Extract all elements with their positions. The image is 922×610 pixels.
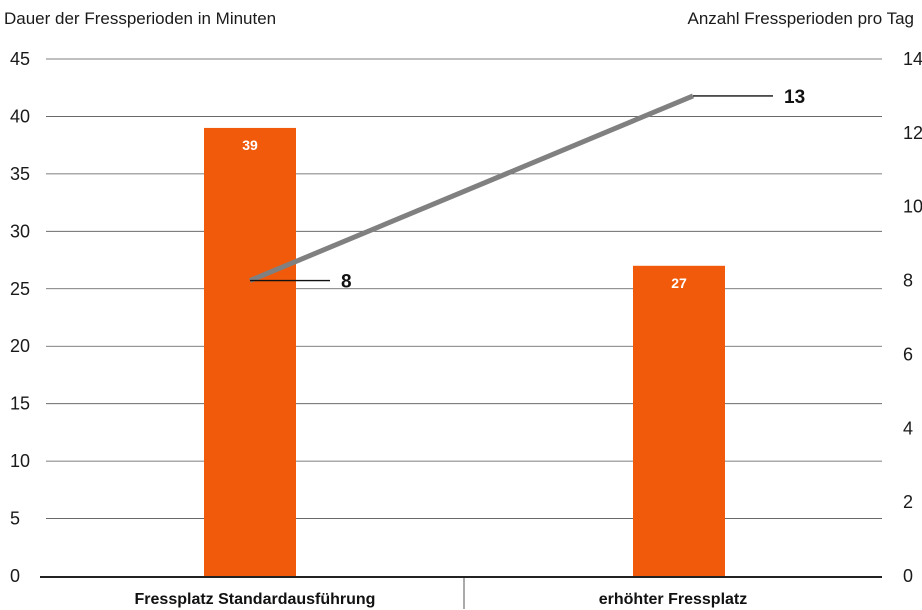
right-tick-label: 8 [903, 271, 913, 291]
left-tick-label: 5 [10, 509, 20, 529]
line-data-label: 8 [341, 272, 352, 293]
right-axis-title: Anzahl Fressperioden pro Tag [688, 9, 915, 28]
left-tick-label: 30 [10, 221, 30, 241]
right-tick-label: 10 [903, 197, 922, 217]
right-tick-label: 6 [903, 344, 913, 364]
left-tick-label: 25 [10, 279, 30, 299]
right-tick-label: 2 [903, 492, 913, 512]
right-axis-ticks: 0 2 4 6 8 10 12 14 [903, 49, 922, 586]
line-path [249, 93, 694, 283]
gridlines [40, 58, 882, 609]
left-tick-label: 40 [10, 106, 30, 126]
line-data-label: 13 [784, 87, 805, 108]
right-tick-label: 0 [903, 566, 913, 586]
left-tick-label: 35 [10, 164, 30, 184]
right-tick-label: 12 [903, 123, 922, 143]
left-axis-ticks: 0 5 10 15 20 25 30 35 40 45 [10, 49, 30, 586]
bar-data-label: 39 [242, 137, 258, 153]
category-labels: Fressplatz Standardausführung erhöhter Fr… [135, 591, 748, 608]
right-tick-label: 4 [903, 418, 913, 438]
line-series: 8 13 [249, 87, 805, 293]
category-label: Fressplatz Standardausführung [135, 591, 376, 608]
left-tick-label: 45 [10, 49, 30, 69]
right-tick-label: 14 [903, 49, 922, 69]
category-label: erhöhter Fressplatz [599, 591, 747, 608]
left-tick-label: 15 [10, 394, 30, 414]
bar-data-label: 27 [671, 275, 687, 291]
left-tick-label: 10 [10, 451, 30, 471]
bar [204, 127, 296, 576]
bars: 39 27 [204, 127, 725, 576]
left-tick-label: 0 [10, 566, 20, 586]
left-tick-label: 20 [10, 336, 30, 356]
left-axis-title: Dauer der Fressperioden in Minuten [4, 9, 276, 28]
bar [633, 265, 725, 576]
